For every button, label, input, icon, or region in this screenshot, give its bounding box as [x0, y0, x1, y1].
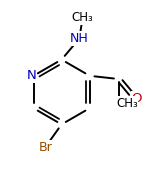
Text: N: N — [27, 69, 37, 82]
Text: NH: NH — [70, 32, 89, 45]
Text: Br: Br — [39, 141, 52, 154]
Text: CH₃: CH₃ — [72, 11, 93, 24]
Text: O: O — [131, 92, 142, 105]
Text: CH₃: CH₃ — [116, 97, 138, 110]
